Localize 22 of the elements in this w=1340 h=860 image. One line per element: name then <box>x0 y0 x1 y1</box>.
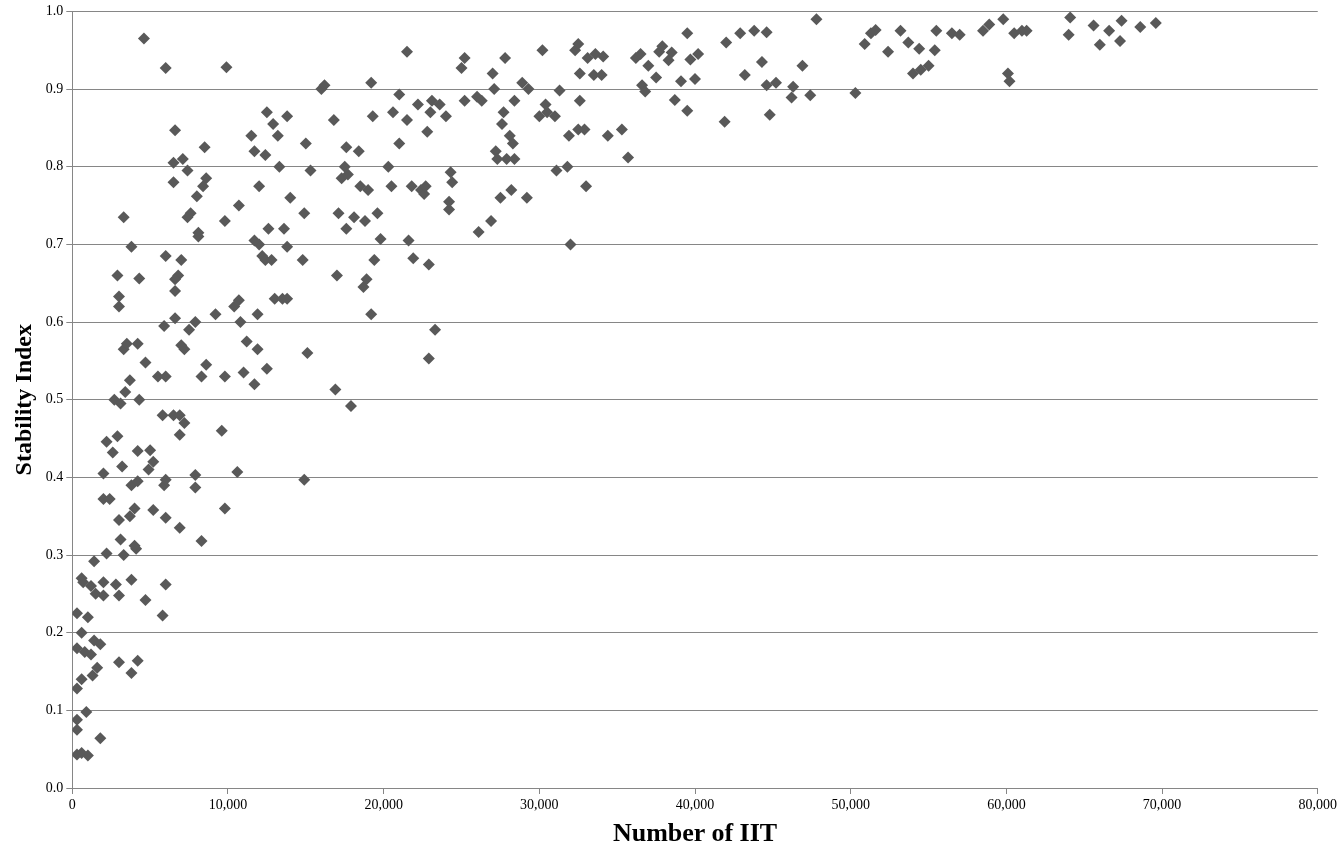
x-tick-label: 30,000 <box>520 797 559 813</box>
y-tick-label: 0.3 <box>45 546 64 562</box>
x-tick-label: 0 <box>68 797 76 813</box>
y-tick-label: 0.2 <box>45 624 64 640</box>
y-axis-title: Stability Index <box>9 324 36 476</box>
y-tick-label: 1.0 <box>45 3 64 19</box>
x-axis-title: Number of IIT <box>612 818 778 848</box>
x-tick-label: 80,000 <box>1298 797 1337 813</box>
y-tick-label: 0.0 <box>45 779 64 795</box>
y-tick-label: 0.7 <box>45 236 64 252</box>
x-tick-label: 50,000 <box>831 797 870 813</box>
y-tick-label: 0.9 <box>45 80 64 96</box>
y-tick-label: 0.4 <box>45 469 64 485</box>
x-tick-label: 40,000 <box>675 797 715 813</box>
y-tick-label: 0.6 <box>45 313 64 329</box>
y-tick-label: 0.1 <box>45 702 64 718</box>
x-tick-label: 60,000 <box>987 797 1026 813</box>
x-tick-label: 70,000 <box>1142 797 1182 813</box>
y-tick-label: 0.5 <box>45 391 64 407</box>
y-tick-label: 0.8 <box>45 158 64 174</box>
x-tick-label: 10,000 <box>208 797 248 813</box>
x-tick-label: 20,000 <box>364 797 403 813</box>
